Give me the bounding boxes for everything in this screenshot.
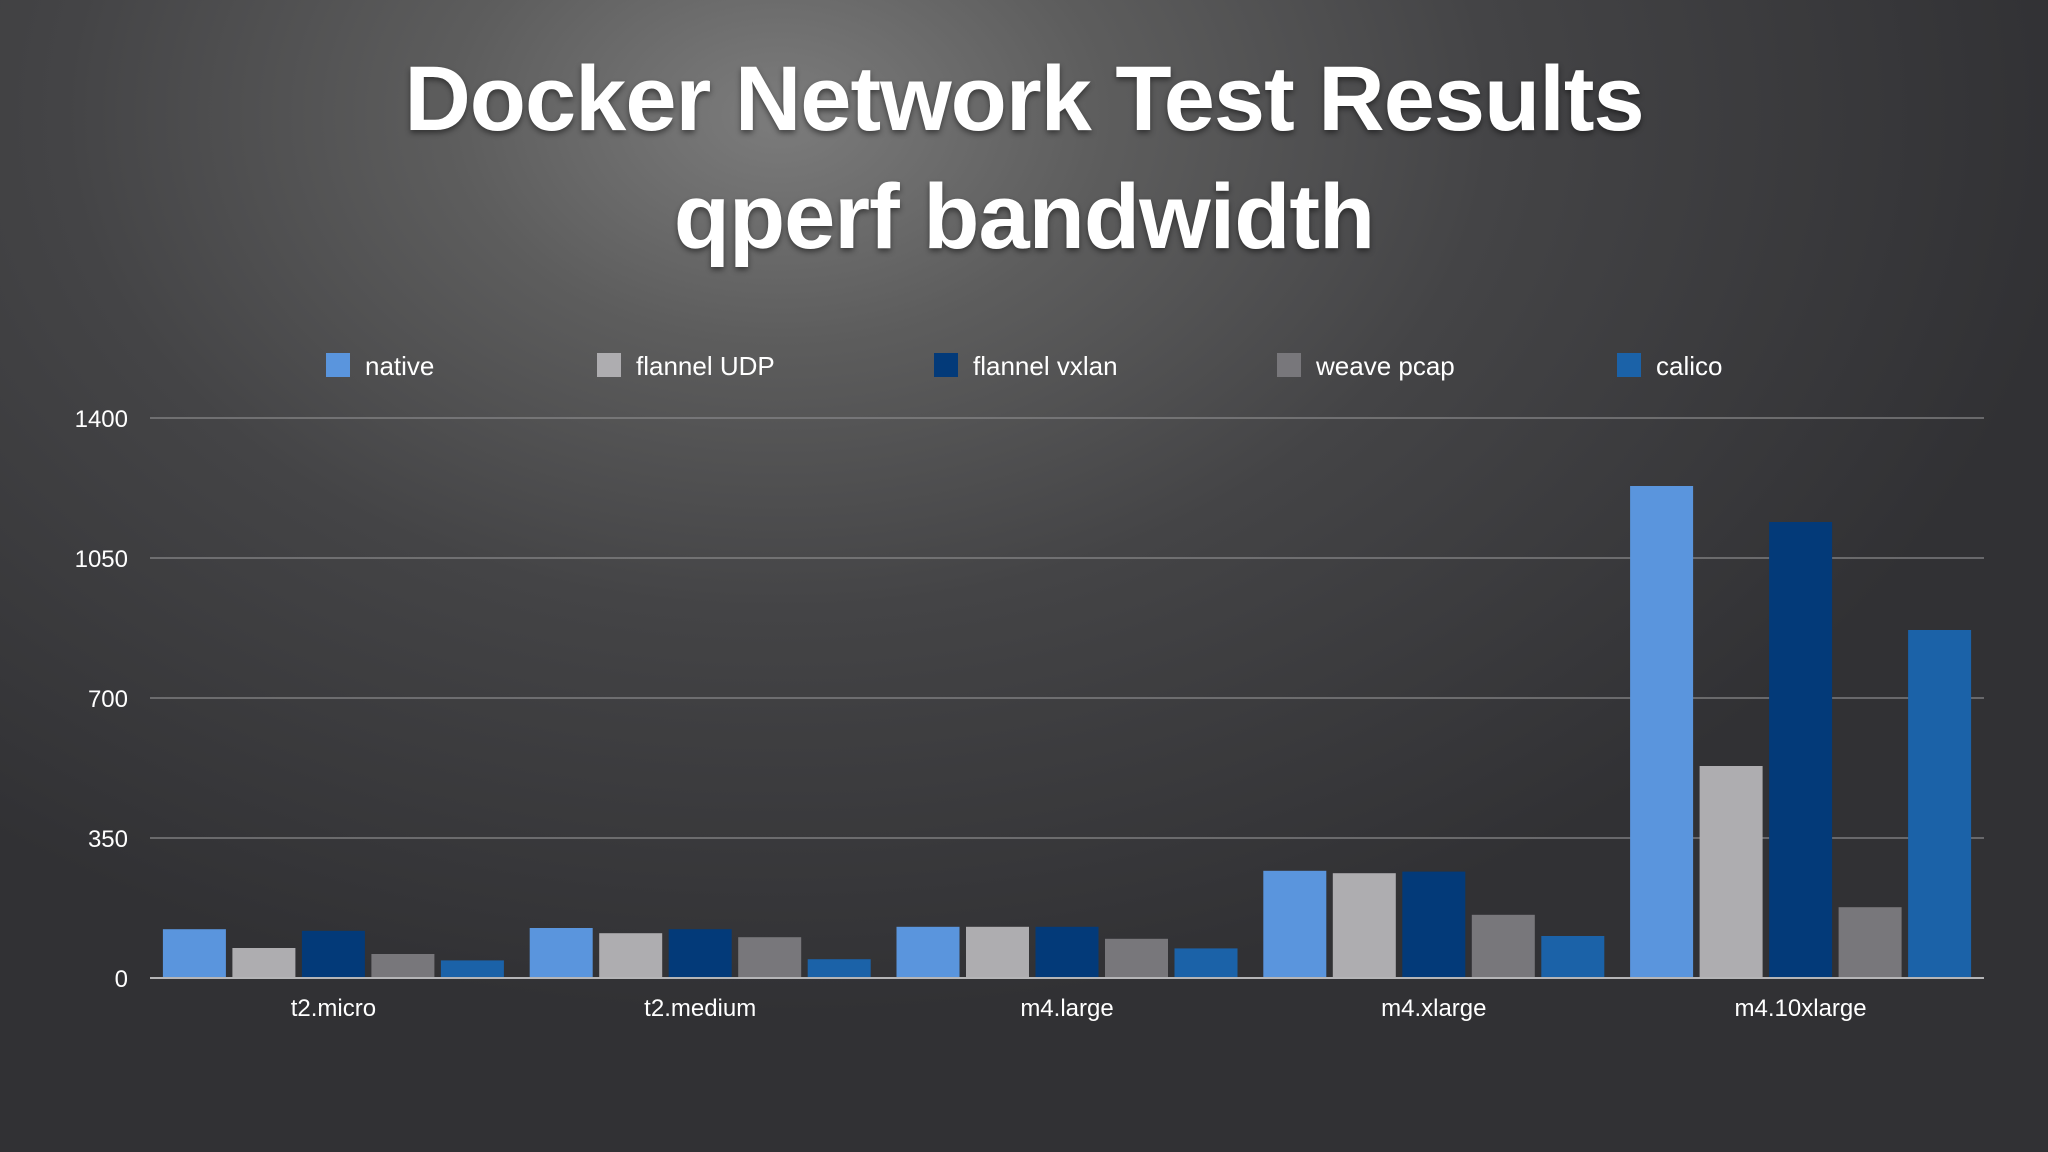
bar-t2-micro-flannel-udp [232,948,296,978]
bar-m4-10xlarge-flannel-udp [1699,766,1763,978]
legend-label: weave pcap [1315,351,1455,381]
x-tick-label: m4.large [1020,995,1113,1022]
y-tick-label: 1400 [75,406,128,433]
x-tick-label: m4.10xlarge [1735,995,1867,1022]
bar-t2-medium-flannel-vxlan [668,929,732,978]
x-tick-label: t2.medium [644,995,756,1022]
bar-m4-large-flannel-vxlan [1035,926,1099,978]
bar-t2-medium-calico [807,959,871,978]
legend-swatch [326,353,350,377]
x-tick-label: m4.xlarge [1381,995,1486,1022]
legend: native flannel UDP flannel vxlan weave pcap… [326,351,1722,381]
bar-m4-large-native [896,926,960,978]
legend-label: calico [1656,351,1722,381]
x-axis-ticks: t2.micro t2.medium m4.large m4.xlarge m4.10x… [291,995,1867,1022]
y-tick-label: 0 [115,966,128,993]
title-line-1: Docker Network Test Results [404,48,1644,150]
legend-swatch [1617,353,1641,377]
bar-m4-large-flannel-udp [966,926,1029,978]
bar-t2-micro-calico [440,960,504,978]
bar-m4-xlarge-calico [1541,936,1605,978]
legend-swatch [1277,353,1301,377]
bar-t2-medium-flannel-udp [599,933,663,978]
legend-swatch [597,353,621,377]
bar-m4-10xlarge-native [1630,486,1694,978]
legend-label: flannel UDP [636,351,775,381]
bar-m4-xlarge-native [1263,870,1327,978]
bar-m4-10xlarge-flannel-vxlan [1769,522,1833,978]
bar-t2-medium-native [529,928,593,978]
bars [162,486,1972,978]
legend-swatch [934,353,958,377]
bar-m4-10xlarge-calico [1908,630,1972,978]
legend-label: flannel vxlan [973,351,1118,381]
bar-m4-xlarge-weave-pcap [1471,914,1535,978]
bar-m4-large-calico [1174,948,1238,978]
legend-label: native [365,351,434,381]
slide-title: Docker Network Test Results qperf bandwi… [0,40,2048,276]
bar-m4-xlarge-flannel-vxlan [1402,871,1466,978]
bar-t2-medium-weave-pcap [738,937,802,978]
bar-m4-xlarge-flannel-udp [1332,873,1396,978]
x-tick-label: t2.micro [291,995,376,1022]
bar-m4-10xlarge-weave-pcap [1838,907,1902,978]
bar-t2-micro-flannel-vxlan [301,930,365,978]
y-tick-label: 350 [88,826,128,853]
y-tick-label: 700 [88,686,128,713]
bar-t2-micro-native [162,929,226,978]
y-axis-ticks: 0 350 700 1050 1400 [75,406,128,993]
bar-m4-large-weave-pcap [1105,938,1168,978]
title-line-2: qperf bandwidth [673,166,1375,268]
bar-t2-micro-weave-pcap [371,954,435,978]
y-tick-label: 1050 [75,546,128,573]
